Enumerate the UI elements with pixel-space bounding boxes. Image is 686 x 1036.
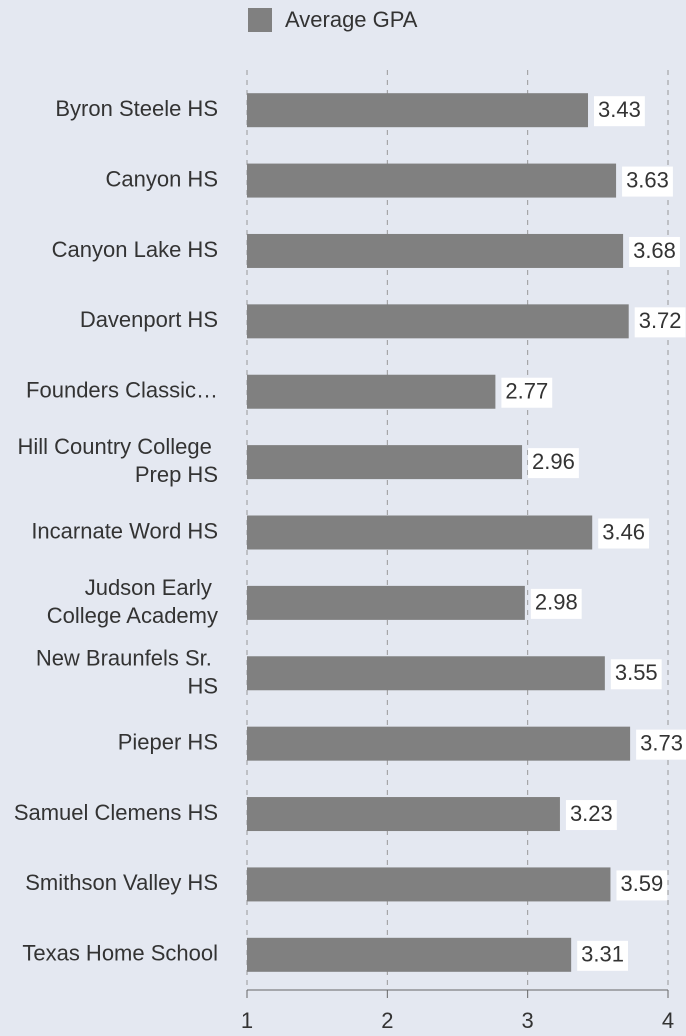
x-tick-label: 3 bbox=[522, 1008, 534, 1033]
x-tick-label: 2 bbox=[381, 1008, 393, 1033]
value-label: 2.77 bbox=[505, 379, 548, 404]
y-tick-label: Samuel Clemens HS bbox=[14, 800, 218, 825]
y-tick-label: Davenport HS bbox=[80, 307, 218, 332]
y-tick-label: New Braunfels Sr. HS bbox=[36, 645, 218, 698]
value-label-bg bbox=[634, 307, 686, 338]
bar bbox=[247, 163, 617, 198]
value-label-bg bbox=[629, 236, 680, 267]
legend-label: Average GPA bbox=[285, 7, 418, 32]
value-label: 3.46 bbox=[602, 519, 645, 544]
bar bbox=[247, 93, 589, 128]
legend-swatch bbox=[248, 8, 272, 32]
value-label: 3.55 bbox=[615, 660, 658, 685]
bar bbox=[247, 726, 631, 761]
value-label: 3.63 bbox=[626, 167, 669, 192]
value-label-bg bbox=[616, 870, 668, 901]
value-label-bg bbox=[565, 800, 617, 831]
bar bbox=[247, 585, 525, 620]
bar bbox=[247, 233, 624, 268]
bar bbox=[247, 445, 523, 480]
x-tick-label: 1 bbox=[241, 1008, 253, 1033]
value-label: 2.96 bbox=[532, 449, 575, 474]
value-label-bg bbox=[598, 518, 650, 549]
value-label: 3.31 bbox=[581, 942, 624, 967]
value-label: 3.68 bbox=[633, 238, 676, 263]
y-tick-label: Pieper HS bbox=[118, 729, 218, 754]
value-label: 2.98 bbox=[535, 590, 578, 615]
bar bbox=[247, 867, 611, 902]
value-label-bg bbox=[530, 588, 582, 619]
bar bbox=[247, 797, 560, 832]
bar bbox=[247, 374, 496, 409]
value-label: 3.72 bbox=[639, 308, 682, 333]
y-tick-label: Byron Steele HS bbox=[55, 96, 218, 121]
y-tick-label: Incarnate Word HS bbox=[31, 518, 218, 543]
y-tick-label: Judson Early College Academy bbox=[47, 575, 218, 628]
value-label-bg bbox=[501, 377, 553, 408]
bar bbox=[247, 937, 572, 972]
y-tick-label: Hill Country College Prep HS bbox=[17, 434, 218, 487]
value-label: 3.43 bbox=[598, 97, 641, 122]
y-tick-label: Canyon Lake HS bbox=[52, 237, 218, 262]
y-tick-label: Canyon HS bbox=[105, 166, 218, 191]
y-tick-label: Smithson Valley HS bbox=[25, 870, 218, 895]
value-label: 3.23 bbox=[570, 801, 613, 826]
bar bbox=[247, 515, 593, 550]
x-tick-label: 4 bbox=[662, 1008, 674, 1033]
value-label: 3.59 bbox=[620, 871, 663, 896]
value-label-bg bbox=[610, 659, 662, 690]
bar bbox=[247, 304, 629, 339]
value-label-bg bbox=[577, 940, 628, 971]
value-label: 3.73 bbox=[640, 730, 683, 755]
value-label-bg bbox=[528, 448, 579, 479]
y-tick-label: Texas Home School bbox=[22, 941, 218, 966]
value-label-bg bbox=[622, 166, 673, 197]
y-tick-label: Founders Classic… bbox=[26, 378, 218, 403]
value-label-bg bbox=[594, 96, 645, 127]
bar bbox=[247, 656, 605, 691]
value-label-bg bbox=[636, 729, 686, 760]
